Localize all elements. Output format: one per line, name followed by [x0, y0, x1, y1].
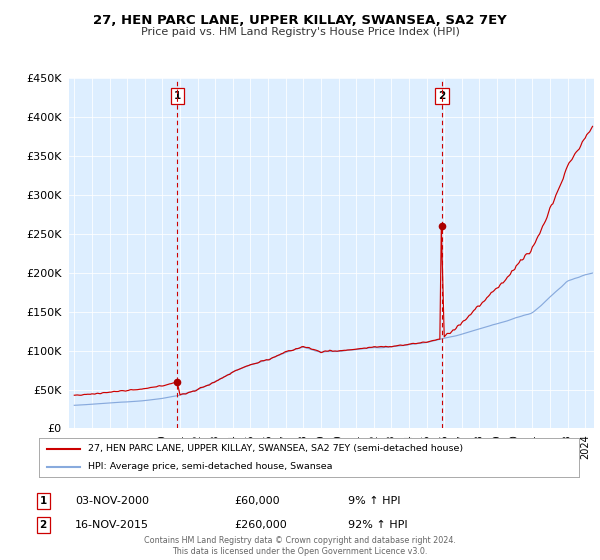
Text: £260,000: £260,000 [234, 520, 287, 530]
Text: 27, HEN PARC LANE, UPPER KILLAY, SWANSEA, SA2 7EY (semi-detached house): 27, HEN PARC LANE, UPPER KILLAY, SWANSEA… [88, 444, 463, 453]
Text: 92% ↑ HPI: 92% ↑ HPI [348, 520, 407, 530]
Text: HPI: Average price, semi-detached house, Swansea: HPI: Average price, semi-detached house,… [88, 462, 332, 471]
Text: Contains HM Land Registry data © Crown copyright and database right 2024.: Contains HM Land Registry data © Crown c… [144, 536, 456, 545]
Text: 2: 2 [40, 520, 47, 530]
Text: 9% ↑ HPI: 9% ↑ HPI [348, 496, 401, 506]
Text: This data is licensed under the Open Government Licence v3.0.: This data is licensed under the Open Gov… [172, 547, 428, 556]
Text: 1: 1 [40, 496, 47, 506]
Text: 16-NOV-2015: 16-NOV-2015 [75, 520, 149, 530]
Text: 27, HEN PARC LANE, UPPER KILLAY, SWANSEA, SA2 7EY: 27, HEN PARC LANE, UPPER KILLAY, SWANSEA… [93, 14, 507, 27]
Text: Price paid vs. HM Land Registry's House Price Index (HPI): Price paid vs. HM Land Registry's House … [140, 27, 460, 37]
Text: £60,000: £60,000 [234, 496, 280, 506]
Text: 1: 1 [173, 91, 181, 101]
Text: 2: 2 [439, 91, 446, 101]
Text: 03-NOV-2000: 03-NOV-2000 [75, 496, 149, 506]
